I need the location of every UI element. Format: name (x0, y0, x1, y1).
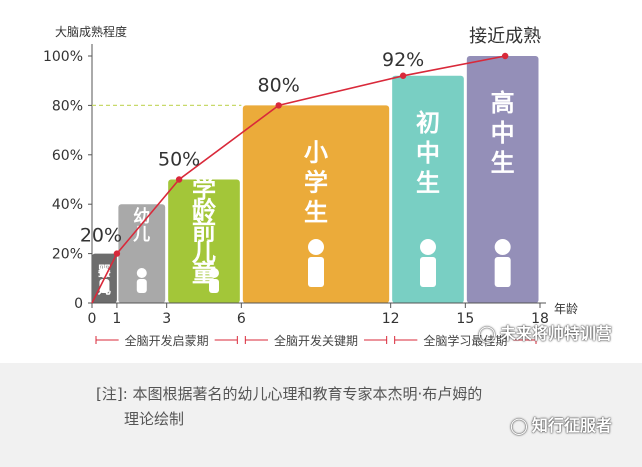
period-label-bg (268, 331, 364, 349)
person-icon (308, 257, 324, 287)
data-label: 80% (258, 74, 300, 96)
y-tick-label: 40% (52, 197, 83, 213)
note-line-2: 理论绘制 (124, 410, 185, 428)
period-label: 全脑开发启蒙期 (125, 333, 209, 348)
bar (168, 179, 240, 303)
watermark-top: ◯ 未来将帅特训营 (478, 320, 612, 344)
curve-point (501, 52, 509, 60)
period-label-bg (118, 331, 215, 349)
person-icon (494, 257, 511, 287)
curve-point (175, 176, 183, 183)
note-line-1: [注]: 本图根据著名的幼儿心理和教育专家本杰明·布卢姆的 (96, 385, 483, 403)
bar-label: 学龄前儿童 (192, 176, 217, 288)
x-tick-label: 0 (88, 311, 97, 327)
wechat-icon: ◯ (510, 416, 528, 435)
period-label-bg (417, 331, 514, 349)
x-tick-label: 6 (237, 311, 246, 327)
x-tick-label: 15 (456, 311, 474, 327)
person-icon (209, 268, 219, 278)
period-label: 全脑开发关键期 (274, 333, 358, 348)
data-label: 20% (80, 225, 122, 247)
data-label: 接近成熟 (469, 26, 541, 47)
bar (118, 204, 166, 303)
person-icon (209, 279, 219, 293)
bar (466, 56, 539, 303)
person-icon (136, 279, 147, 293)
person-icon (420, 239, 436, 255)
watermark-top-text: 未来将帅特训营 (499, 324, 612, 343)
bar-label: 小学生 (304, 138, 328, 226)
curve-point (399, 72, 407, 79)
curve-point (275, 102, 282, 109)
maturity-curve (91, 55, 506, 304)
data-label: 92% (382, 49, 424, 71)
curve-point (113, 250, 121, 257)
period-label: 全脑学习最佳期 (423, 333, 507, 348)
watermark-bottom: ◯ 知行征服者 (510, 412, 612, 436)
y-tick-label: 60% (52, 148, 83, 164)
y-axis-label: 大脑成熟程度 (55, 24, 127, 39)
person-icon (494, 239, 511, 255)
x-tick-label: 3 (162, 311, 171, 327)
y-tick-label: 20% (52, 247, 83, 263)
wechat-icon: ◯ (478, 324, 496, 343)
person-icon (136, 268, 147, 278)
y-tick-label: 100% (43, 49, 83, 65)
person-icon (420, 257, 436, 287)
bar-label: 初中生 (416, 109, 440, 197)
y-tick-label: 80% (52, 98, 83, 114)
person-icon (308, 239, 324, 255)
watermark-bottom-text: 知行征服者 (531, 416, 612, 435)
maturity-chart: 大脑成熟程度020%40%60%80%100%婴儿幼儿学龄前儿童小学生初中生高中… (43, 24, 578, 349)
x-tick-label: 12 (382, 311, 400, 327)
bar (392, 75, 464, 303)
bar (242, 105, 390, 304)
data-label: 50% (158, 149, 200, 171)
note-box: [注]: 本图根据著名的幼儿心理和教育专家本杰明·布卢姆的 理论绘制 (0, 363, 642, 467)
x-tick-label: 1 (112, 311, 121, 327)
bar-label: 高中生 (491, 89, 515, 177)
person-icon (99, 268, 110, 278)
x-axis-label: 年龄 (554, 302, 578, 316)
x-tick-label: 18 (531, 311, 549, 327)
y-tick-label: 0 (74, 296, 83, 312)
